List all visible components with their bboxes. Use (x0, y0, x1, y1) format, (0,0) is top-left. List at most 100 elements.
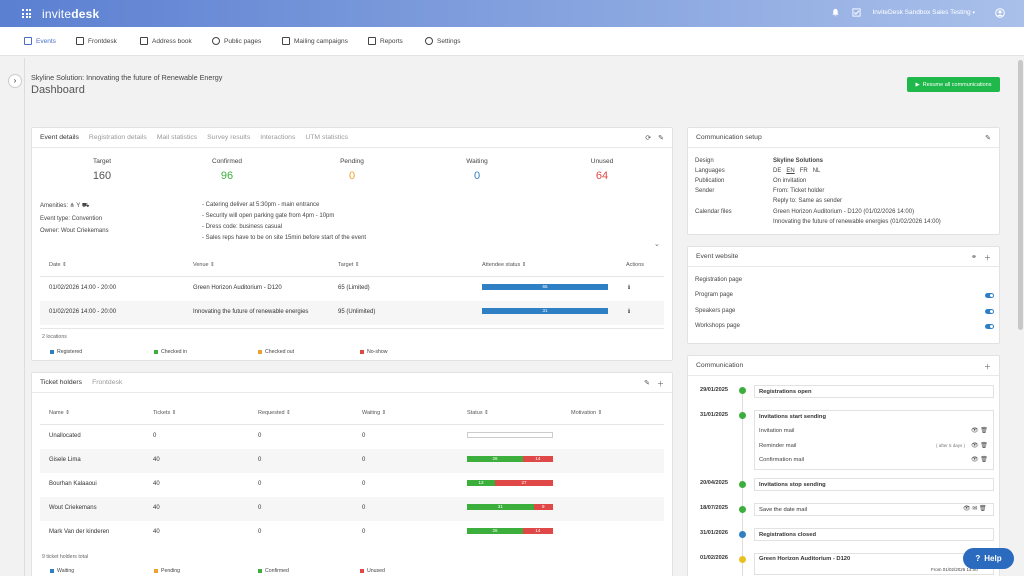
col-venue[interactable]: Venue ⇕ (193, 262, 215, 268)
edit-icon[interactable]: ✎ (658, 135, 664, 142)
add-icon[interactable]: ＋ (984, 255, 991, 262)
confirmation-mail[interactable]: Confirmation mail (759, 457, 805, 463)
speakers-page-toggle[interactable] (985, 309, 994, 314)
confirmed-segment: 26 (467, 528, 523, 534)
col-motivation[interactable]: Motivation ⇕ (571, 410, 603, 416)
status-bar: 26 14 (467, 456, 553, 462)
save-the-date-mail[interactable]: Save the date mail (754, 503, 994, 516)
col-date[interactable]: Date ⇕ (49, 262, 67, 268)
preview-delete-icons[interactable]: 👁 🗑 (971, 428, 988, 434)
add-icon[interactable]: ＋ (657, 381, 664, 388)
nav-mailing-campaigns[interactable]: Mailing campaigns (282, 37, 348, 45)
chart-icon (368, 37, 376, 45)
nav-address-book[interactable]: Address book (140, 37, 192, 45)
tab-ticket-holders[interactable]: Ticket holders (40, 379, 83, 386)
logo[interactable]: invitedesk (42, 7, 100, 21)
cell-name[interactable]: Gisele Lima (49, 457, 81, 463)
col-attendee-status[interactable]: Attendee status ⇕ (482, 262, 527, 268)
preview-delete-icons[interactable]: 👁 🗑 (971, 443, 988, 449)
chevron-down-icon[interactable]: ⌄ (654, 241, 660, 248)
confirmed-segment: 13 (467, 480, 495, 486)
cell-tickets: 40 (153, 457, 160, 463)
stat-value: 64 (595, 170, 609, 182)
edit-icon[interactable]: ✎ (985, 135, 991, 142)
col-actions: Actions (626, 262, 645, 268)
help-button[interactable]: ? Help (963, 548, 1014, 569)
link-icon[interactable]: ⚭ (971, 254, 977, 261)
program-page[interactable]: Program page (695, 292, 734, 298)
cell-name[interactable]: Wout Criekemans (49, 505, 97, 511)
stat-confirmed: Confirmed 96 (187, 158, 267, 182)
col-target[interactable]: Target ⇕ (338, 262, 360, 268)
timeline-dot (739, 387, 746, 394)
stat-value: 0 (348, 170, 356, 182)
stat-unused: Unused 64 (562, 158, 642, 182)
resume-communications-button[interactable]: ▶ Resume all communications (907, 77, 1000, 92)
cell-requested: 0 (258, 529, 262, 535)
account-switcher[interactable]: InviteDesk Sandbox Sales Testing ▾ (872, 9, 976, 16)
registration-page[interactable]: Registration page (695, 277, 743, 283)
col-waiting[interactable]: Waiting ⇕ (362, 410, 387, 416)
event-website-card: Event website ⚭ ＋ Registration page Progr… (687, 246, 1000, 344)
timeline-dot (739, 556, 746, 563)
registrations-open[interactable]: Registrations open (754, 385, 994, 398)
tab-event-details[interactable]: Event details (40, 134, 79, 141)
workshops-page-toggle[interactable] (985, 324, 994, 329)
tab-registration-details[interactable]: Registration details (88, 134, 147, 141)
tab-interactions[interactable]: Interactions (260, 134, 296, 141)
col-requested[interactable]: Requested ⇕ (258, 410, 291, 416)
legend-confirmed: Confirmed (258, 568, 289, 574)
program-page-toggle[interactable] (985, 293, 994, 298)
checkbox-icon[interactable] (851, 8, 861, 17)
cell-waiting: 0 (362, 529, 366, 535)
stat-target: Target 160 (62, 158, 142, 182)
nav-frontdesk[interactable]: Frontdesk (76, 37, 117, 45)
workshops-page[interactable]: Workshops page (695, 323, 740, 329)
communication-card: Communication ＋ 29/01/2025 Registrations… (687, 355, 1000, 576)
tab-survey-results[interactable]: Survey results (207, 134, 251, 141)
preview-mail-delete-icons[interactable]: 👁 ✉ 🗑 (963, 506, 987, 512)
preview-delete-icons[interactable]: 👁 🗑 (971, 457, 988, 463)
timeline-dot (739, 531, 746, 538)
refresh-icon[interactable]: ⟳ (645, 135, 652, 142)
tab-frontdesk[interactable]: Frontdesk (92, 379, 123, 386)
card-title: Event website (696, 253, 739, 260)
cell-name[interactable]: Bourhan Kalaaoui (49, 481, 97, 487)
tab-utm-statistics[interactable]: UTM statistics (305, 134, 349, 141)
bell-icon[interactable] (831, 8, 840, 17)
add-icon[interactable]: ＋ (984, 364, 991, 371)
info-icon[interactable]: ℹ (628, 285, 631, 291)
speakers-page[interactable]: Speakers page (695, 308, 736, 314)
cell-waiting: 0 (362, 481, 366, 487)
attendee-bar: 31 (482, 308, 608, 314)
invitations-stop[interactable]: Invitations stop sending (754, 478, 994, 491)
col-name[interactable]: Name ⇕ (49, 410, 70, 416)
divider (40, 276, 664, 277)
info-icon[interactable]: ℹ (628, 309, 631, 315)
stat-value: 96 (220, 170, 234, 182)
calendar-icon (24, 37, 32, 45)
nav-reports[interactable]: Reports (368, 37, 403, 45)
nav-public-pages[interactable]: Public pages (212, 37, 261, 45)
nav-settings[interactable]: Settings (425, 37, 461, 45)
user-avatar-icon[interactable] (995, 8, 1005, 18)
stat-pending: Pending 0 (312, 158, 392, 182)
nav-events[interactable]: Events (24, 37, 56, 45)
timeline-dot (739, 412, 746, 419)
cell-name[interactable]: Mark Van der kinderen (49, 529, 110, 535)
apps-grid-icon[interactable] (22, 9, 31, 18)
reminder-mail[interactable]: Reminder mail (759, 443, 797, 449)
edit-icon[interactable]: ✎ (644, 380, 650, 387)
sidebar-toggle-button[interactable]: › (8, 74, 22, 88)
event-meta: Amenities: ⋔ Y ⛟ Event type: Convention … (40, 203, 109, 234)
col-status[interactable]: Status ⇕ (467, 410, 489, 416)
registrations-closed[interactable]: Registrations closed (754, 528, 994, 541)
chevron-right-icon: › (13, 76, 17, 85)
locations-count: 2 locations (42, 334, 67, 340)
col-tickets[interactable]: Tickets ⇕ (153, 410, 177, 416)
tab-mail-statistics[interactable]: Mail statistics (156, 134, 198, 141)
cell-name[interactable]: Unallocated (49, 433, 81, 439)
scrollbar[interactable] (1018, 60, 1023, 330)
event-notes: - Catering deliver at 5:30pm - main entr… (202, 202, 367, 241)
invitation-mail[interactable]: Invitation mail (759, 428, 795, 434)
